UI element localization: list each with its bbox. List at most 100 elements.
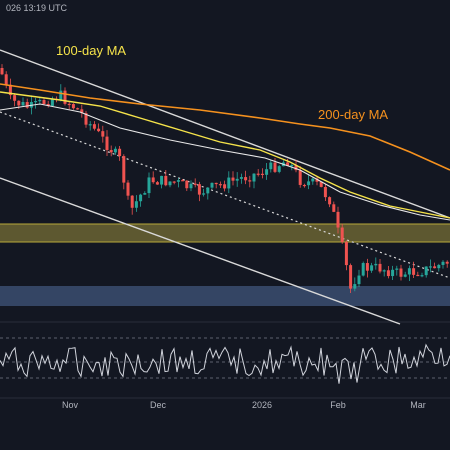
- ma200-line[interactable]: [0, 83, 450, 171]
- candle[interactable]: [378, 263, 382, 272]
- candle[interactable]: [223, 184, 227, 189]
- candle[interactable]: [38, 100, 42, 102]
- candle[interactable]: [155, 182, 159, 185]
- candle[interactable]: [252, 173, 256, 182]
- candle[interactable]: [147, 177, 151, 194]
- candle[interactable]: [357, 275, 361, 285]
- candle[interactable]: [134, 201, 138, 208]
- candle[interactable]: [407, 268, 411, 275]
- candle[interactable]: [139, 194, 143, 202]
- candle[interactable]: [176, 180, 180, 182]
- candle[interactable]: [441, 261, 445, 265]
- candle[interactable]: [71, 104, 75, 109]
- candle[interactable]: [25, 102, 29, 108]
- candle[interactable]: [164, 175, 168, 186]
- candle[interactable]: [88, 124, 92, 126]
- candle[interactable]: [42, 100, 46, 104]
- candle[interactable]: [244, 177, 248, 181]
- channel-mid-line[interactable]: [0, 111, 450, 279]
- candle[interactable]: [168, 181, 172, 186]
- candle[interactable]: [420, 275, 424, 277]
- candle[interactable]: [319, 181, 323, 187]
- candle[interactable]: [424, 266, 428, 276]
- candle[interactable]: [76, 108, 80, 110]
- candle[interactable]: [298, 170, 302, 185]
- candle[interactable]: [311, 178, 315, 182]
- candle[interactable]: [151, 177, 155, 183]
- candle[interactable]: [428, 266, 432, 268]
- candle[interactable]: [59, 90, 63, 100]
- candle[interactable]: [80, 109, 84, 114]
- candle[interactable]: [118, 148, 122, 157]
- candle[interactable]: [382, 270, 386, 272]
- candle[interactable]: [130, 195, 134, 208]
- candle[interactable]: [34, 101, 38, 103]
- candle[interactable]: [391, 269, 395, 277]
- candle[interactable]: [294, 165, 298, 171]
- candle[interactable]: [290, 165, 294, 167]
- candle[interactable]: [332, 204, 336, 212]
- candle[interactable]: [214, 182, 218, 185]
- candle[interactable]: [231, 177, 235, 181]
- candle[interactable]: [433, 266, 437, 269]
- candle[interactable]: [0, 68, 4, 75]
- candle[interactable]: [172, 181, 176, 183]
- candle[interactable]: [349, 265, 353, 289]
- candle[interactable]: [353, 284, 357, 289]
- candle[interactable]: [315, 178, 319, 182]
- candle[interactable]: [113, 148, 117, 153]
- candle[interactable]: [143, 193, 147, 195]
- candle[interactable]: [260, 173, 264, 175]
- candle[interactable]: [239, 177, 243, 179]
- candle[interactable]: [403, 274, 407, 277]
- candle[interactable]: [336, 211, 340, 228]
- candle[interactable]: [185, 180, 189, 189]
- candle[interactable]: [399, 268, 403, 277]
- candle[interactable]: [189, 183, 193, 189]
- candle[interactable]: [235, 178, 239, 181]
- candle[interactable]: [248, 180, 252, 182]
- candle[interactable]: [84, 113, 88, 125]
- candle[interactable]: [218, 184, 222, 186]
- candle[interactable]: [17, 100, 21, 106]
- candle[interactable]: [181, 180, 185, 182]
- candle[interactable]: [101, 131, 105, 137]
- candle[interactable]: [227, 177, 231, 189]
- candle[interactable]: [206, 187, 210, 194]
- candle[interactable]: [126, 182, 130, 196]
- candle[interactable]: [277, 166, 281, 172]
- candle[interactable]: [46, 103, 50, 106]
- candle[interactable]: [445, 261, 449, 264]
- candle[interactable]: [273, 162, 277, 172]
- channel-lower-line[interactable]: [0, 177, 401, 325]
- candle[interactable]: [105, 136, 109, 151]
- candle[interactable]: [4, 74, 8, 85]
- candle[interactable]: [269, 162, 273, 170]
- candle[interactable]: [395, 268, 399, 270]
- candle[interactable]: [122, 156, 126, 183]
- candle[interactable]: [328, 197, 332, 205]
- candle[interactable]: [323, 186, 327, 198]
- candle[interactable]: [197, 184, 201, 195]
- candle[interactable]: [63, 90, 67, 104]
- candle[interactable]: [437, 264, 441, 269]
- candle[interactable]: [265, 169, 269, 175]
- candle[interactable]: [109, 150, 113, 153]
- candle[interactable]: [67, 103, 71, 106]
- candle[interactable]: [202, 193, 206, 195]
- candle[interactable]: [8, 84, 12, 96]
- candle[interactable]: [302, 184, 306, 187]
- candle[interactable]: [307, 181, 311, 186]
- candle[interactable]: [374, 263, 378, 266]
- ma100-line[interactable]: [0, 91, 450, 219]
- channel-upper-line[interactable]: [0, 49, 450, 219]
- candle[interactable]: [416, 274, 420, 277]
- candle[interactable]: [365, 263, 369, 271]
- candle[interactable]: [21, 102, 25, 106]
- candle[interactable]: [370, 265, 374, 271]
- candle[interactable]: [193, 183, 197, 185]
- candle[interactable]: [210, 182, 214, 188]
- candle[interactable]: [286, 162, 290, 166]
- candle[interactable]: [92, 124, 96, 129]
